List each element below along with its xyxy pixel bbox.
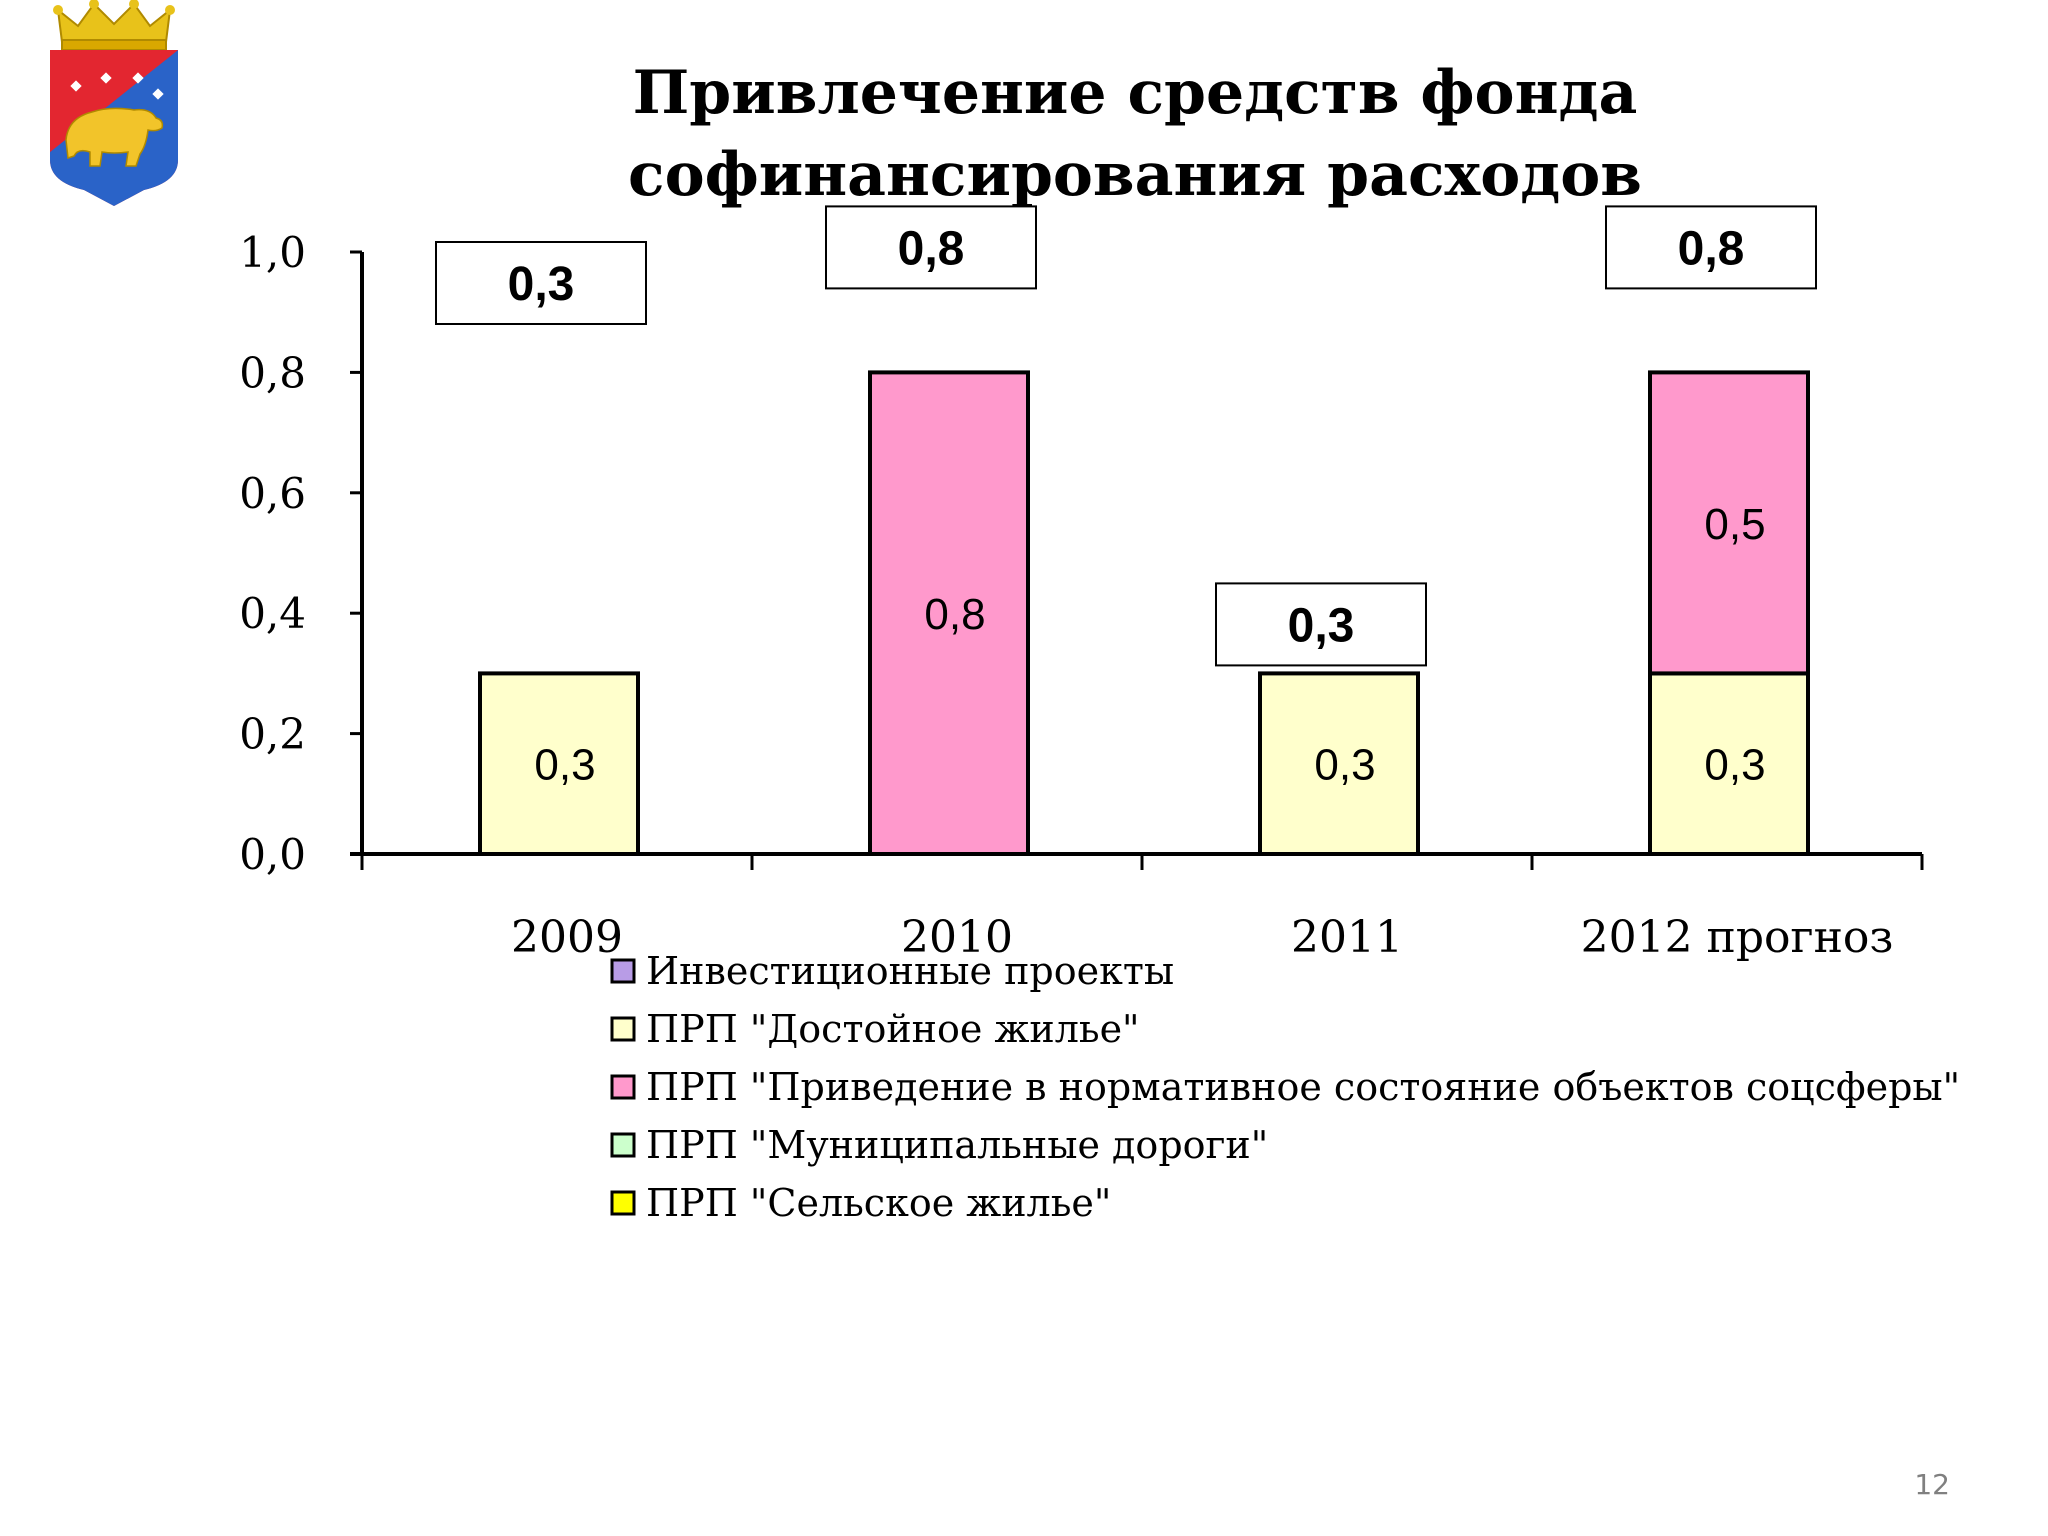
total-label-box bbox=[1215, 582, 1427, 667]
x-tick-label: 2011 bbox=[1291, 912, 1403, 963]
legend-swatch bbox=[610, 1190, 636, 1216]
x-tick-label: 2009 bbox=[511, 912, 623, 963]
bear-icon bbox=[65, 107, 164, 167]
total-label-box bbox=[825, 205, 1037, 290]
total-data-label: 0,3 bbox=[508, 258, 575, 311]
bar-data-label: 0,3 bbox=[534, 741, 595, 790]
y-tick-label: 0,6 bbox=[239, 469, 306, 518]
bar bbox=[478, 671, 640, 857]
legend-swatch bbox=[610, 1074, 636, 1100]
y-tick-label: 0,4 bbox=[239, 589, 306, 638]
y-tick-label: 0,8 bbox=[239, 348, 306, 397]
legend-entry: ПРП "Сельское жилье" bbox=[646, 1181, 1111, 1225]
legend-entry: ПРП "Приведение в нормативное состояние … bbox=[646, 1065, 1960, 1109]
legend-entry: ПРП "Достойное жилье" bbox=[646, 1007, 1140, 1051]
total-label-box bbox=[1605, 205, 1817, 290]
bar bbox=[1648, 370, 1810, 676]
bar-data-label: 0,5 bbox=[1704, 500, 1765, 549]
total-label-box bbox=[435, 241, 647, 325]
bar-data-label: 0,8 bbox=[924, 590, 985, 639]
legend-swatch bbox=[610, 958, 636, 984]
bar bbox=[868, 370, 1030, 856]
total-data-label: 0,3 bbox=[1288, 599, 1355, 652]
legend-entry: Инвестиционные проекты bbox=[646, 949, 1174, 993]
legend-swatch bbox=[610, 1016, 636, 1042]
page-title: Привлечение средств фонда софинансирован… bbox=[628, 58, 1642, 210]
legend-entry: ПРП "Муниципальные дороги" bbox=[646, 1123, 1268, 1167]
y-tick-label: 0,2 bbox=[239, 710, 306, 759]
page-number: 12 bbox=[1914, 1468, 1950, 1501]
legend-swatch bbox=[610, 1132, 636, 1158]
coat-of-arms-bear-icon bbox=[50, 0, 178, 206]
x-tick-label: 2010 bbox=[901, 912, 1013, 963]
y-tick-label: 0,0 bbox=[239, 830, 306, 879]
bar bbox=[1258, 671, 1420, 857]
total-data-label: 0,8 bbox=[898, 222, 965, 275]
y-tick-label: 1,0 bbox=[239, 228, 306, 277]
bar-data-label: 0,3 bbox=[1704, 741, 1765, 790]
x-tick-label: 2012 прогноз bbox=[1581, 912, 1894, 963]
total-data-label: 0,8 bbox=[1678, 222, 1745, 275]
bar bbox=[1648, 671, 1810, 857]
bar-data-label: 0,3 bbox=[1314, 741, 1375, 790]
